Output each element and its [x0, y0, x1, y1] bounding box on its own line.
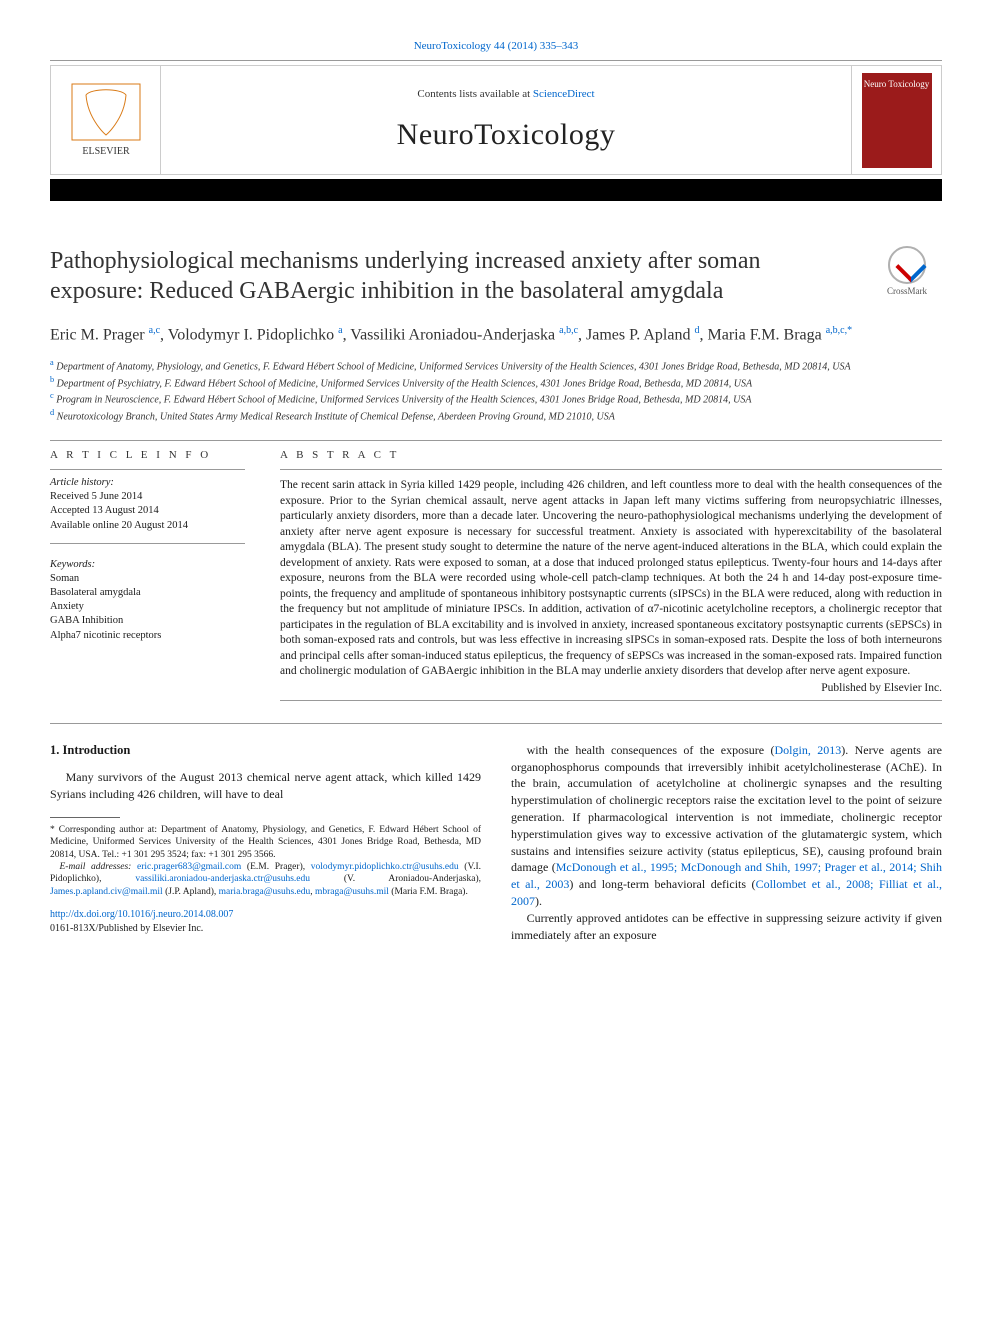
article-info-head: A R T I C L E I N F O	[50, 449, 245, 461]
top-rule	[50, 60, 942, 61]
accepted-date: Accepted 13 August 2014	[50, 504, 245, 518]
online-date: Available online 20 August 2014	[50, 519, 245, 533]
article-history: Article history: Received 5 June 2014 Ac…	[50, 476, 245, 533]
email-link[interactable]: vassiliki.aroniadou-anderjaska.ctr@usuhs…	[135, 874, 310, 884]
info-rule	[50, 469, 245, 470]
keyword-item: Basolateral amygdala	[50, 586, 245, 600]
keyword-item: Soman	[50, 572, 245, 586]
bottom-rule	[50, 723, 942, 724]
journal-cover-icon: Neuro Toxicology	[862, 73, 932, 168]
crossmark-label: CrossMark	[887, 286, 927, 296]
keywords-block: Keywords: SomanBasolateral amygdalaAnxie…	[50, 558, 245, 643]
sciencedirect-link[interactable]: ScienceDirect	[533, 88, 595, 100]
info-rule-2	[50, 543, 245, 544]
email-link[interactable]: mbraga@usuhs.mil	[315, 887, 389, 897]
email-link[interactable]: James.p.apland.civ@mail.mil	[50, 887, 163, 897]
email-link[interactable]: volodymyr.pidoplichko.ctr@usuhs.edu	[311, 862, 459, 872]
body-para-3: Currently approved antidotes can be effe…	[511, 910, 942, 944]
crossmark-badge[interactable]: CrossMark	[872, 246, 942, 296]
body-para-2: with the health consequences of the expo…	[511, 742, 942, 910]
citation-link[interactable]: Dolgin, 2013	[775, 743, 842, 757]
keyword-item: Anxiety	[50, 600, 245, 614]
black-bar	[50, 179, 942, 201]
section-heading: 1. Introduction	[50, 742, 481, 760]
abstract-head: A B S T R A C T	[280, 449, 942, 461]
body-columns: 1. Introduction Many survivors of the Au…	[50, 742, 942, 944]
footnote-separator	[50, 817, 120, 818]
footnotes: * Corresponding author at: Department of…	[50, 824, 481, 898]
journal-reference-link[interactable]: NeuroToxicology 44 (2014) 335–343	[414, 40, 579, 52]
email-addresses: E-mail addresses: eric.prager683@gmail.c…	[50, 861, 481, 898]
history-label: Article history:	[50, 476, 245, 490]
publisher-line: Published by Elsevier Inc.	[280, 682, 942, 694]
affiliations: a Department of Anatomy, Physiology, and…	[50, 357, 942, 424]
abstract-column: A B S T R A C T The recent sarin attack …	[280, 449, 942, 701]
corresponding-author: * Corresponding author at: Department of…	[50, 824, 481, 861]
keyword-item: GABA Inhibition	[50, 614, 245, 628]
contents-line: Contents lists available at ScienceDirec…	[161, 88, 851, 100]
mid-rule-1	[50, 440, 942, 441]
keywords-label: Keywords:	[50, 558, 245, 572]
email-link[interactable]: maria.braga@usuhs.edu	[219, 887, 311, 897]
journal-header: ELSEVIER Contents lists available at Sci…	[50, 65, 942, 175]
crossmark-icon	[888, 246, 926, 284]
journal-name: NeuroToxicology	[161, 118, 851, 152]
contents-prefix: Contents lists available at	[417, 88, 532, 100]
header-middle: Contents lists available at ScienceDirec…	[161, 80, 851, 160]
abstract-rule	[280, 469, 942, 470]
keyword-item: Alpha7 nicotinic receptors	[50, 629, 245, 643]
received-date: Received 5 June 2014	[50, 490, 245, 504]
body-para-1: Many survivors of the August 2013 chemic…	[50, 769, 481, 803]
abstract-text: The recent sarin attack in Syria killed …	[280, 478, 942, 680]
author-list: Eric M. Prager a,c, Volodymyr I. Pidopli…	[50, 324, 942, 347]
article-info-column: A R T I C L E I N F O Article history: R…	[50, 449, 245, 701]
elsevier-logo-icon: ELSEVIER	[66, 80, 146, 160]
publisher-logo-cell: ELSEVIER	[51, 65, 161, 175]
article-title: Pathophysiological mechanisms underlying…	[50, 246, 857, 306]
journal-reference: NeuroToxicology 44 (2014) 335–343	[50, 40, 942, 52]
svg-text:ELSEVIER: ELSEVIER	[82, 146, 130, 157]
abstract-rule-bottom	[280, 700, 942, 701]
doi-link[interactable]: http://dx.doi.org/10.1016/j.neuro.2014.0…	[50, 909, 233, 920]
citation-link[interactable]: Collombet et al., 2008; Filliat et al., …	[511, 877, 942, 908]
journal-cover-cell: Neuro Toxicology	[851, 65, 941, 175]
email-link[interactable]: eric.prager683@gmail.com	[137, 862, 241, 872]
doi-block: http://dx.doi.org/10.1016/j.neuro.2014.0…	[50, 908, 481, 936]
issn-line: 0161-813X/Published by Elsevier Inc.	[50, 923, 203, 934]
